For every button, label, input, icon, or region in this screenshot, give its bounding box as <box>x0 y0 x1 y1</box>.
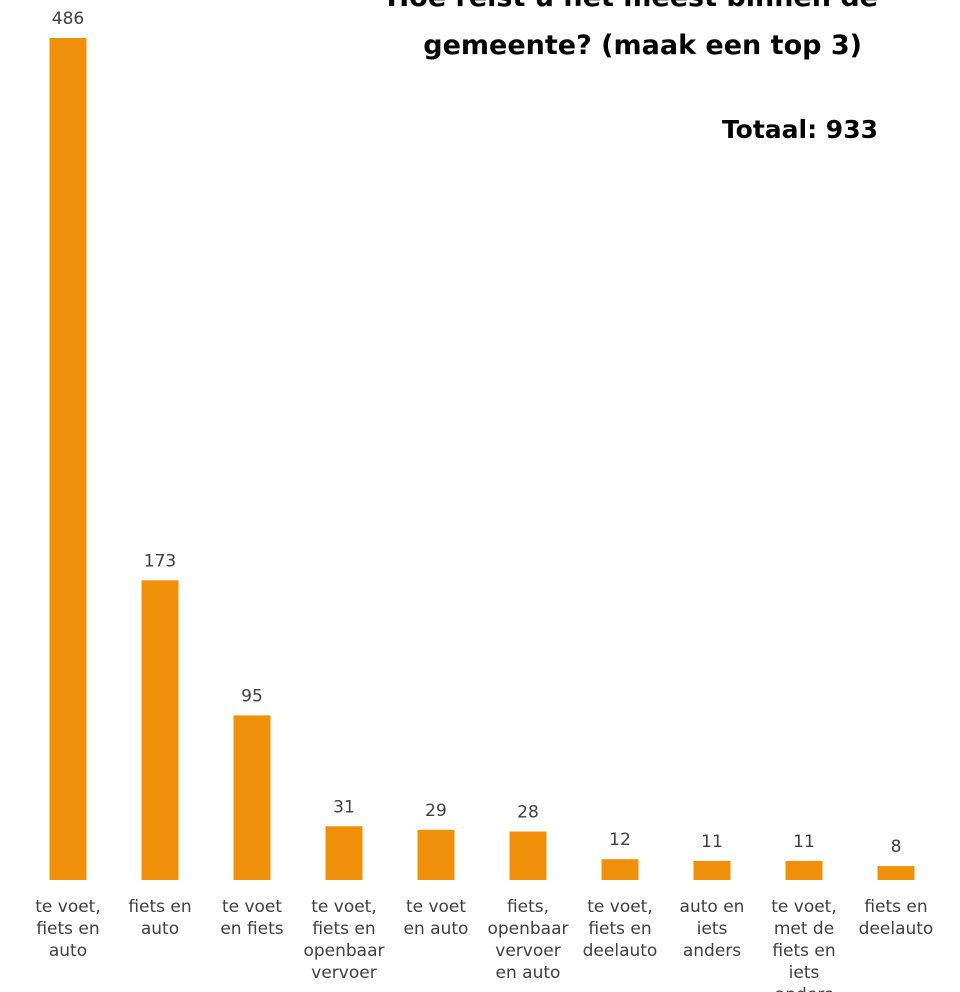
category-labels-group: te voet, fiets en auto fiets en auto te voet e… <box>35 897 933 992</box>
data-label-5: 29 <box>425 801 447 821</box>
category-label-5: te voet en auto <box>404 897 469 939</box>
category-label-2: fiets en auto <box>128 897 191 939</box>
category-label-3: te voet en fiets <box>220 897 283 939</box>
chart-title-line-2: gemeente? (maak een top 3) <box>423 30 862 61</box>
data-label-1: 486 <box>52 9 84 29</box>
value-labels-group: 486 173 95 31 29 28 12 11 11 8 <box>52 9 902 857</box>
bar-10 <box>877 866 915 880</box>
data-label-7: 12 <box>609 830 631 850</box>
chart-title-line-1: Hoe reist u het meest binnen de <box>387 0 878 13</box>
category-label-4: te voet, fiets en openbaar vervoer <box>303 897 384 983</box>
data-label-3: 95 <box>241 686 263 706</box>
bar-6 <box>509 831 547 880</box>
bar-9 <box>785 860 823 880</box>
bar-2 <box>141 580 179 880</box>
bar-3 <box>233 715 271 880</box>
category-label-6: fiets, openbaar vervoer en auto <box>487 897 568 983</box>
bar-7 <box>601 859 639 880</box>
category-label-7: te voet, fiets en deelauto <box>583 897 658 961</box>
bars-group <box>49 38 915 880</box>
data-label-8: 11 <box>701 832 723 852</box>
category-label-8: auto en iets anders <box>680 897 745 961</box>
bar-1 <box>49 38 87 880</box>
data-label-4: 31 <box>333 797 355 817</box>
data-label-10: 8 <box>891 837 902 857</box>
data-label-9: 11 <box>793 832 815 852</box>
data-label-6: 28 <box>517 803 539 823</box>
bar-4 <box>325 826 363 880</box>
data-label-2: 173 <box>144 551 176 571</box>
bar-8 <box>693 860 731 880</box>
total-label: Totaal: 933 <box>722 115 878 144</box>
bar-5 <box>417 829 455 880</box>
category-label-1: te voet, fiets en auto <box>35 897 101 961</box>
category-label-10: fiets en deelauto <box>859 897 934 939</box>
